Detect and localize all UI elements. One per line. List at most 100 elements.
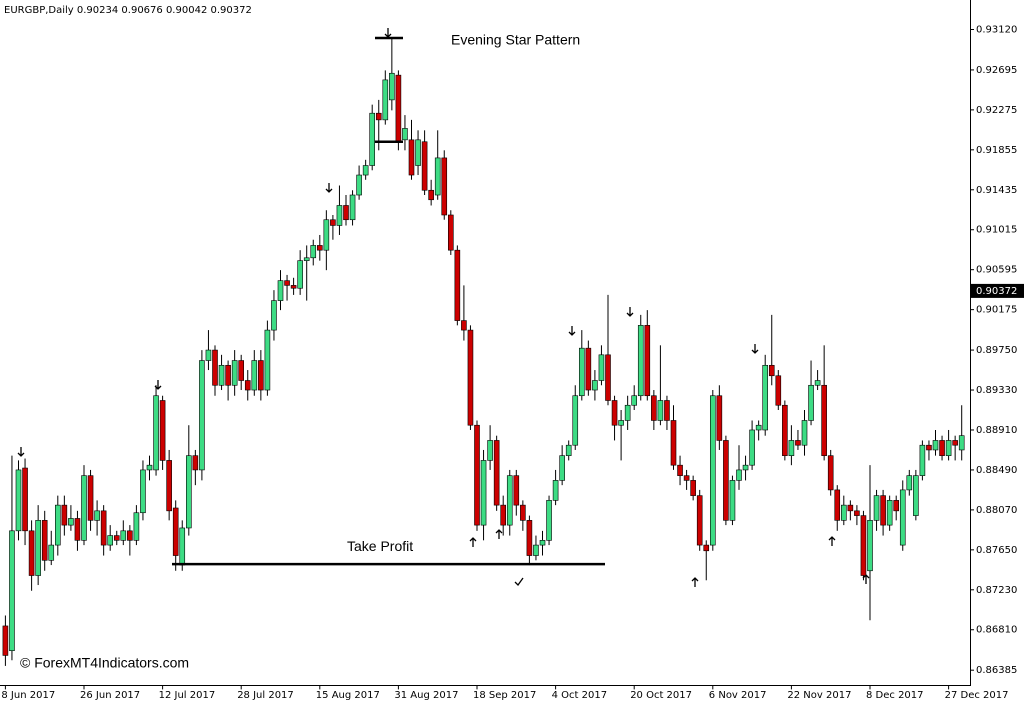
candle-body-down xyxy=(284,280,290,286)
candle-body-up xyxy=(297,260,303,289)
candle-body-down xyxy=(775,375,782,406)
candle-body-up xyxy=(68,518,74,526)
y-tick-label: 0.88910 xyxy=(976,425,1017,436)
candle-body-up xyxy=(801,420,808,446)
candle-body-up xyxy=(251,360,258,391)
y-tick-label: 0.86385 xyxy=(976,665,1017,676)
x-tick-label: 18 Sep 2017 xyxy=(473,690,536,701)
candle-body-up xyxy=(35,520,41,576)
arrow-up xyxy=(691,577,699,587)
last-price-label: 0.90372 xyxy=(976,286,1017,297)
candle-body-up xyxy=(867,520,873,572)
candle-body-up xyxy=(657,400,664,421)
candle-body-up xyxy=(336,205,343,226)
candle-body-down xyxy=(41,520,48,561)
y-tick-label: 0.88490 xyxy=(976,465,1017,476)
candle-body-up xyxy=(264,329,271,391)
candle-body-down xyxy=(795,440,801,446)
candle-body-up xyxy=(762,364,769,431)
candle-body-down xyxy=(703,544,710,552)
candle-body-up xyxy=(434,157,441,196)
candle-body-up xyxy=(415,139,421,166)
candle-body-down xyxy=(664,400,670,421)
candle-body-down xyxy=(395,74,402,143)
y-tick-label: 0.89330 xyxy=(976,385,1017,396)
y-tick-label: 0.91855 xyxy=(976,145,1017,156)
candle-body-down xyxy=(493,440,500,506)
watermark: © ForexMT4Indicators.com xyxy=(20,655,189,671)
x-tick-label: 8 Dec 2017 xyxy=(866,690,924,701)
candle-body-down xyxy=(696,495,703,546)
candle-body-up xyxy=(389,72,395,101)
y-tick-label: 0.89750 xyxy=(976,345,1017,356)
candle-body-up xyxy=(546,500,552,541)
candle-body-down xyxy=(159,400,166,461)
x-tick-label: 6 Nov 2017 xyxy=(709,690,767,701)
candle-body-down xyxy=(782,404,788,456)
candle-body-down xyxy=(723,440,729,521)
candle-body-up xyxy=(231,360,238,386)
candle-body-up xyxy=(107,535,113,546)
candle-body-up xyxy=(578,347,585,397)
candle-body-down xyxy=(113,535,120,541)
x-tick-label: 20 Oct 2017 xyxy=(630,690,692,701)
candle-body-up xyxy=(506,475,513,526)
candle-body-up xyxy=(565,444,572,456)
candle-body-up xyxy=(742,464,749,471)
candle-body-up xyxy=(749,429,755,466)
candle-body-up xyxy=(631,395,638,406)
x-tick-label: 31 Aug 2017 xyxy=(394,690,458,701)
y-tick-label: 0.90595 xyxy=(976,265,1017,276)
candle-body-down xyxy=(827,455,834,491)
candle-body-down xyxy=(500,504,507,526)
candle-body-up xyxy=(913,475,919,516)
candle-body-down xyxy=(474,424,480,526)
candle-body-up xyxy=(886,500,893,526)
candle-body-down xyxy=(244,380,251,391)
last-price-box xyxy=(970,283,1024,298)
candle-body-down xyxy=(225,364,231,386)
arrow-down xyxy=(626,307,634,317)
candle-body-up xyxy=(932,440,939,451)
candle-body-down xyxy=(821,384,827,456)
candle-body-up xyxy=(349,194,356,221)
y-tick-label: 0.91435 xyxy=(976,185,1017,196)
candle-body-up xyxy=(958,435,965,451)
candle-body-down xyxy=(644,325,651,397)
candle-body-down xyxy=(238,360,244,381)
candle-body-up xyxy=(572,395,579,446)
candle-body-down xyxy=(520,504,526,521)
candle-body-down xyxy=(192,455,199,471)
candle-body-down xyxy=(926,444,932,451)
candle-body-up xyxy=(808,384,814,421)
x-tick-label: 26 Jun 2017 xyxy=(80,690,140,701)
candle-body-up xyxy=(906,475,913,491)
candle-body-down xyxy=(585,347,592,391)
candle-body-up xyxy=(624,404,631,421)
candle-body-down xyxy=(172,507,179,556)
candle-body-down xyxy=(212,349,218,386)
candle-body-up xyxy=(402,128,408,141)
candle-body-down xyxy=(87,475,94,521)
take-profit-label: Take Profit xyxy=(347,538,413,554)
x-tick-label: 28 Jul 2017 xyxy=(237,690,294,701)
candle-body-up xyxy=(186,455,192,529)
x-tick-label: 12 Jul 2017 xyxy=(159,690,216,701)
candle-body-up xyxy=(277,280,284,301)
candle-body-up xyxy=(755,424,762,431)
candle-body-up xyxy=(205,349,212,361)
y-tick-label: 0.93120 xyxy=(976,24,1017,35)
candle-body-up xyxy=(618,420,624,426)
candle-body-down xyxy=(343,205,349,221)
candle-body-up xyxy=(323,219,330,251)
candle-body-down xyxy=(939,440,945,456)
candle-body-up xyxy=(199,360,205,471)
candle-body-up xyxy=(788,440,795,456)
arrow-up xyxy=(469,537,477,547)
candle-body-up xyxy=(356,174,362,196)
candle-body-up xyxy=(552,480,559,501)
candle-body-down xyxy=(428,189,434,201)
candle-body-down xyxy=(61,504,68,526)
